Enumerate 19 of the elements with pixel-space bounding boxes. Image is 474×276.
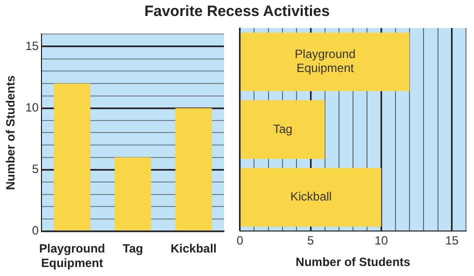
x-tick-label: Tag bbox=[122, 242, 144, 256]
x-axis-title: Number of Students bbox=[296, 255, 411, 270]
x-tick-label: 0 bbox=[236, 234, 244, 248]
y-axis-title: Number of Students bbox=[4, 75, 18, 190]
bar bbox=[175, 108, 212, 230]
x-tick-label: 15 bbox=[445, 234, 459, 248]
bar bbox=[240, 100, 325, 159]
bar bbox=[114, 157, 152, 230]
bar bbox=[54, 83, 90, 230]
x-tick-label: Kickball bbox=[170, 242, 217, 256]
y-tick-label: 0 bbox=[32, 224, 40, 238]
x-tick-label: 5 bbox=[307, 234, 314, 248]
y-tick-label: 5 bbox=[32, 162, 40, 176]
y-tick-label: 15 bbox=[25, 38, 40, 53]
bar bbox=[240, 168, 382, 227]
bar bbox=[240, 32, 410, 92]
chart-title: Favorite Recess Activities bbox=[143, 2, 331, 22]
y-tick-label: 10 bbox=[25, 100, 40, 114]
x-tick-label: 10 bbox=[374, 234, 388, 248]
